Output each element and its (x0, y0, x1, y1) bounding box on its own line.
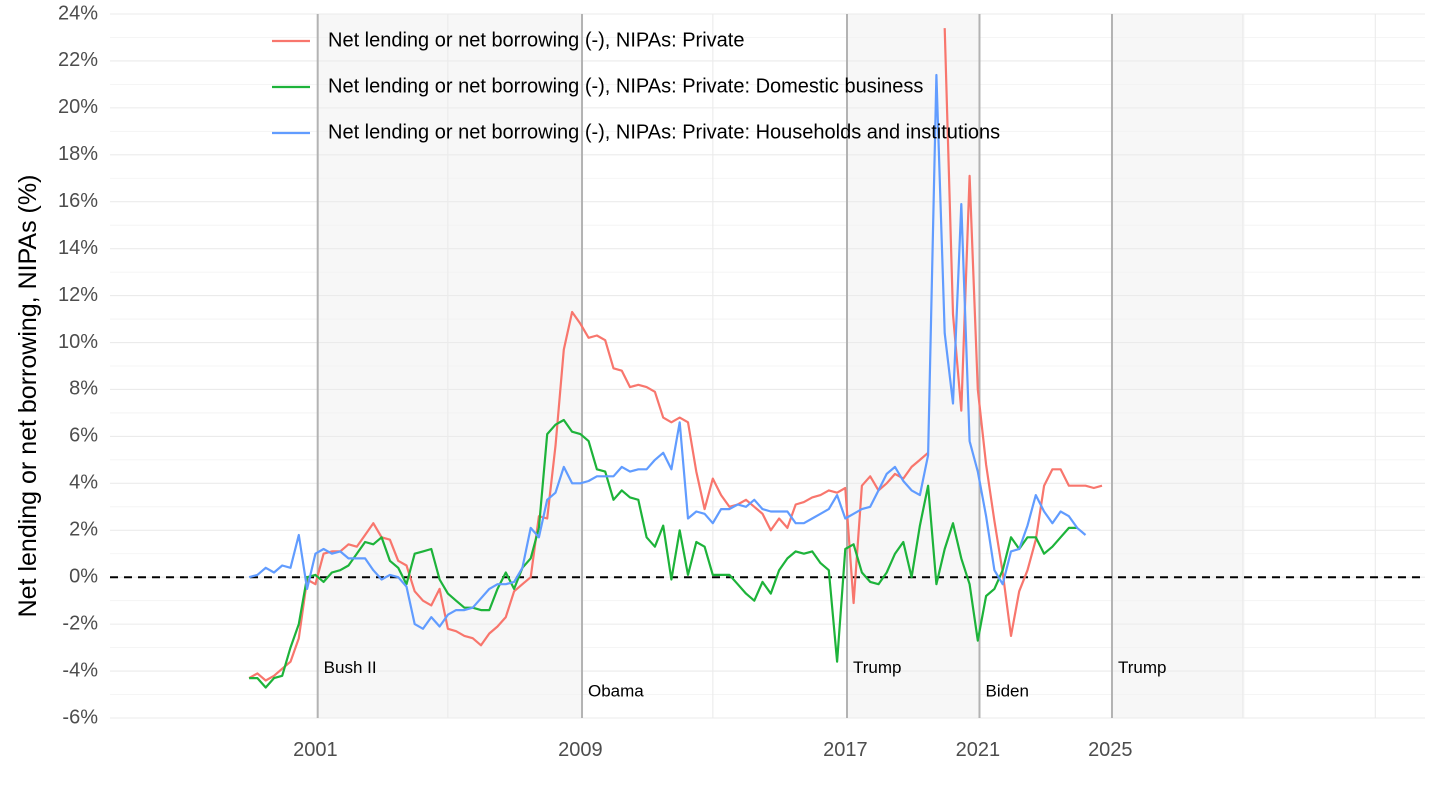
data-series (248, 28, 1103, 689)
y-tick-label: 14% (58, 237, 98, 259)
y-tick-label: 10% (58, 331, 98, 353)
legend: Net lending or net borrowing (-), NIPAs:… (272, 29, 1000, 143)
x-tick-label: 2025 (1088, 739, 1133, 761)
y-axis-tick-labels: 24% 22% 20% 18% 16% 14% 12% 10% 8% 6% 4% 2% 0% -2% -4%… (58, 2, 98, 728)
legend-label-2: Net lending or net borrowing (-), NIPAs:… (328, 75, 923, 97)
era-label: Obama (588, 682, 644, 701)
y-tick-label: 22% (58, 49, 98, 71)
era-label: Bush II (324, 658, 377, 677)
legend-label-1: Net lending or net borrowing (-), NIPAs:… (328, 29, 744, 51)
y-tick-label: 16% (58, 190, 98, 212)
y-axis-title: Net lending or net borrowing, NIPAs (%) (14, 175, 42, 618)
series-line-2 (249, 418, 1078, 689)
series-line-3 (248, 73, 1087, 630)
y-tick-label: 4% (69, 472, 98, 494)
x-tick-label: 2021 (956, 739, 1001, 761)
x-tick-label: 2009 (558, 739, 603, 761)
gridlines (110, 13, 1425, 719)
era-label: Biden (985, 682, 1028, 701)
x-axis-tick-labels: 2001 2009 2017 2021 2025 (293, 739, 1132, 761)
presidential-era-labels: Bush II Obama Trump Biden Trump (324, 658, 1167, 700)
y-tick-label: 6% (69, 425, 98, 447)
presidential-era-boundaries (316, 14, 1113, 718)
x-tick-label: 2001 (293, 739, 338, 761)
y-tick-label: -6% (62, 706, 98, 728)
y-tick-label: -4% (62, 659, 98, 681)
era-label: Trump (853, 658, 902, 677)
y-tick-label: 24% (58, 2, 98, 24)
x-tick-label: 2017 (823, 739, 868, 761)
series-line-1 (248, 28, 1103, 682)
legend-label-3: Net lending or net borrowing (-), NIPAs:… (328, 121, 1000, 143)
y-tick-label: -2% (62, 612, 98, 634)
y-tick-label: 8% (69, 378, 98, 400)
y-tick-label: 0% (69, 565, 98, 587)
y-tick-label: 2% (69, 519, 98, 541)
y-tick-label: 12% (58, 284, 98, 306)
y-tick-label: 20% (58, 96, 98, 118)
era-label: Trump (1118, 658, 1167, 677)
y-tick-label: 18% (58, 143, 98, 165)
